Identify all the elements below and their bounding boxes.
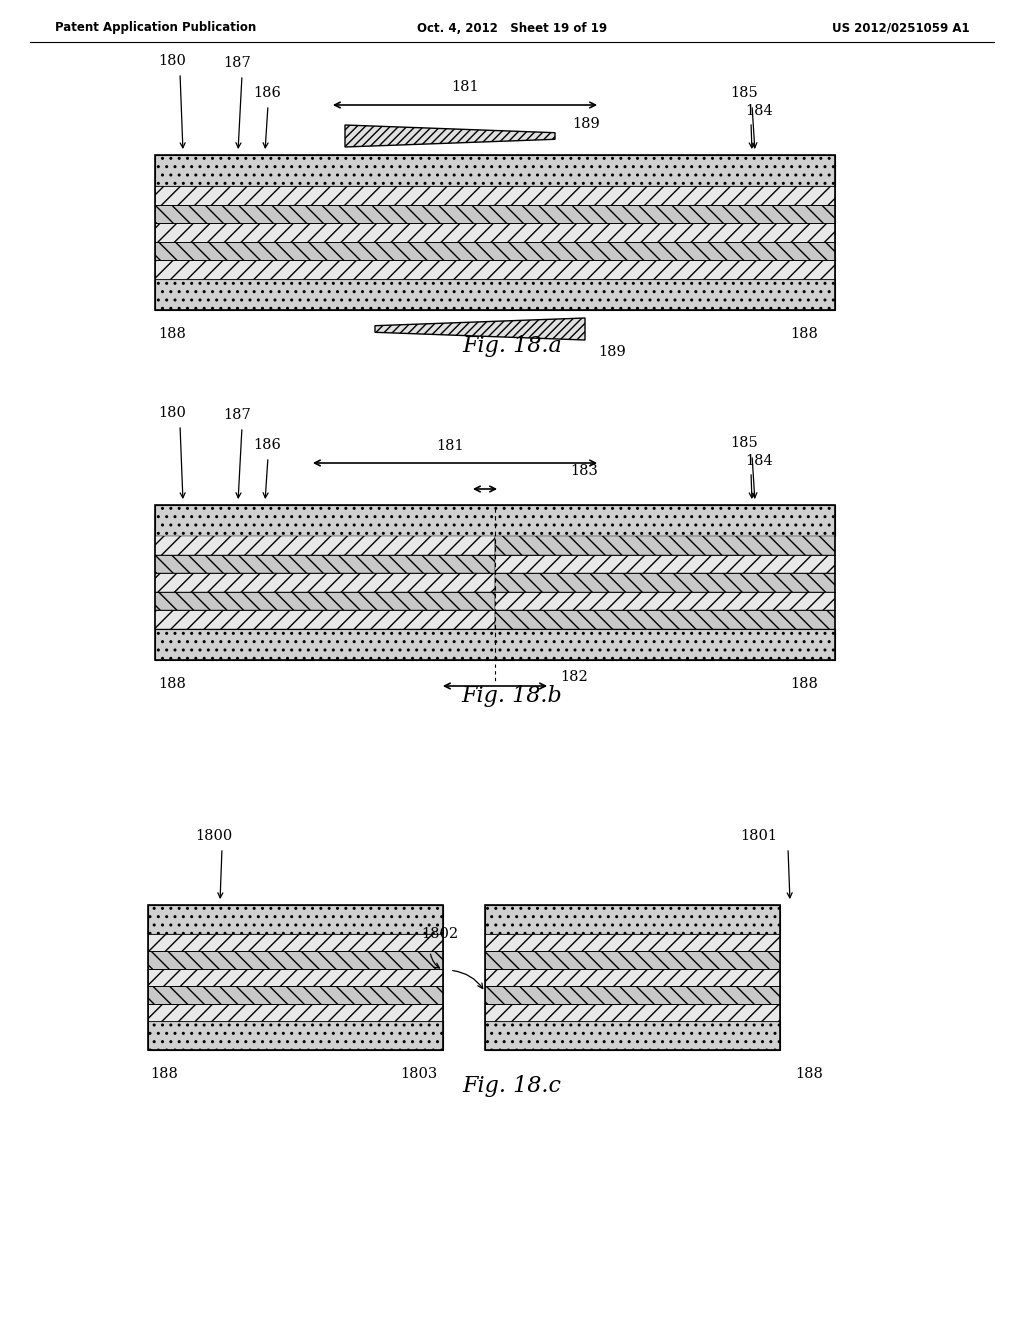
Polygon shape bbox=[375, 318, 585, 341]
Bar bbox=[485, 1020, 780, 1049]
Text: 1802: 1802 bbox=[422, 928, 459, 941]
Text: 181: 181 bbox=[436, 440, 464, 453]
Text: 187: 187 bbox=[223, 408, 251, 422]
Bar bbox=[485, 969, 780, 986]
Text: 1803: 1803 bbox=[400, 1067, 437, 1081]
Bar bbox=[495, 554, 835, 573]
Polygon shape bbox=[345, 125, 555, 147]
Text: 182: 182 bbox=[560, 671, 588, 684]
Text: 186: 186 bbox=[253, 438, 281, 451]
Bar bbox=[485, 906, 780, 1049]
Bar bbox=[155, 536, 495, 554]
Bar bbox=[155, 554, 495, 573]
Bar bbox=[155, 506, 835, 660]
Bar bbox=[485, 906, 780, 935]
Bar bbox=[485, 986, 780, 1003]
Bar bbox=[495, 610, 835, 630]
Text: 180: 180 bbox=[158, 54, 186, 69]
Bar bbox=[155, 610, 495, 630]
Text: 181: 181 bbox=[452, 81, 479, 94]
Text: 184: 184 bbox=[745, 104, 773, 117]
Bar bbox=[485, 1003, 780, 1020]
Bar bbox=[155, 506, 835, 536]
Bar bbox=[148, 1020, 443, 1049]
Bar bbox=[155, 186, 835, 205]
Bar bbox=[155, 223, 835, 242]
Text: 188: 188 bbox=[790, 677, 818, 690]
Bar bbox=[495, 591, 835, 610]
Bar bbox=[485, 952, 780, 969]
Bar bbox=[155, 205, 835, 223]
Text: 184: 184 bbox=[745, 454, 773, 469]
Text: 188: 188 bbox=[795, 1067, 823, 1081]
Text: 186: 186 bbox=[253, 86, 281, 100]
Bar bbox=[148, 1003, 443, 1020]
Text: 180: 180 bbox=[158, 407, 186, 420]
Bar bbox=[495, 573, 835, 591]
Text: 185: 185 bbox=[730, 86, 758, 100]
Text: Patent Application Publication: Patent Application Publication bbox=[55, 21, 256, 34]
Bar bbox=[155, 242, 835, 260]
Text: 183: 183 bbox=[570, 465, 598, 478]
Bar bbox=[155, 260, 835, 279]
Text: 188: 188 bbox=[790, 327, 818, 341]
Bar bbox=[155, 573, 495, 591]
Bar bbox=[148, 906, 443, 1049]
Text: 188: 188 bbox=[158, 677, 186, 690]
Text: 189: 189 bbox=[598, 345, 626, 359]
Bar bbox=[148, 906, 443, 935]
Text: 187: 187 bbox=[223, 55, 251, 70]
Text: 185: 185 bbox=[730, 436, 758, 450]
Bar bbox=[155, 279, 835, 310]
Text: Fig. 18.b: Fig. 18.b bbox=[462, 685, 562, 708]
Bar bbox=[155, 630, 835, 660]
Bar bbox=[155, 591, 495, 610]
Text: Oct. 4, 2012   Sheet 19 of 19: Oct. 4, 2012 Sheet 19 of 19 bbox=[417, 21, 607, 34]
Text: 1801: 1801 bbox=[740, 829, 777, 843]
Text: Fig. 18.a: Fig. 18.a bbox=[462, 335, 562, 356]
Bar bbox=[148, 952, 443, 969]
Bar bbox=[148, 986, 443, 1003]
Bar bbox=[148, 935, 443, 952]
Text: 1800: 1800 bbox=[195, 829, 232, 843]
Bar bbox=[155, 154, 835, 186]
Bar bbox=[155, 154, 835, 310]
Text: 189: 189 bbox=[572, 117, 600, 131]
Text: Fig. 18.c: Fig. 18.c bbox=[463, 1074, 561, 1097]
Text: 188: 188 bbox=[158, 327, 186, 341]
Text: US 2012/0251059 A1: US 2012/0251059 A1 bbox=[833, 21, 970, 34]
Text: 188: 188 bbox=[150, 1067, 178, 1081]
Bar bbox=[148, 969, 443, 986]
Bar bbox=[495, 536, 835, 554]
Bar bbox=[485, 935, 780, 952]
